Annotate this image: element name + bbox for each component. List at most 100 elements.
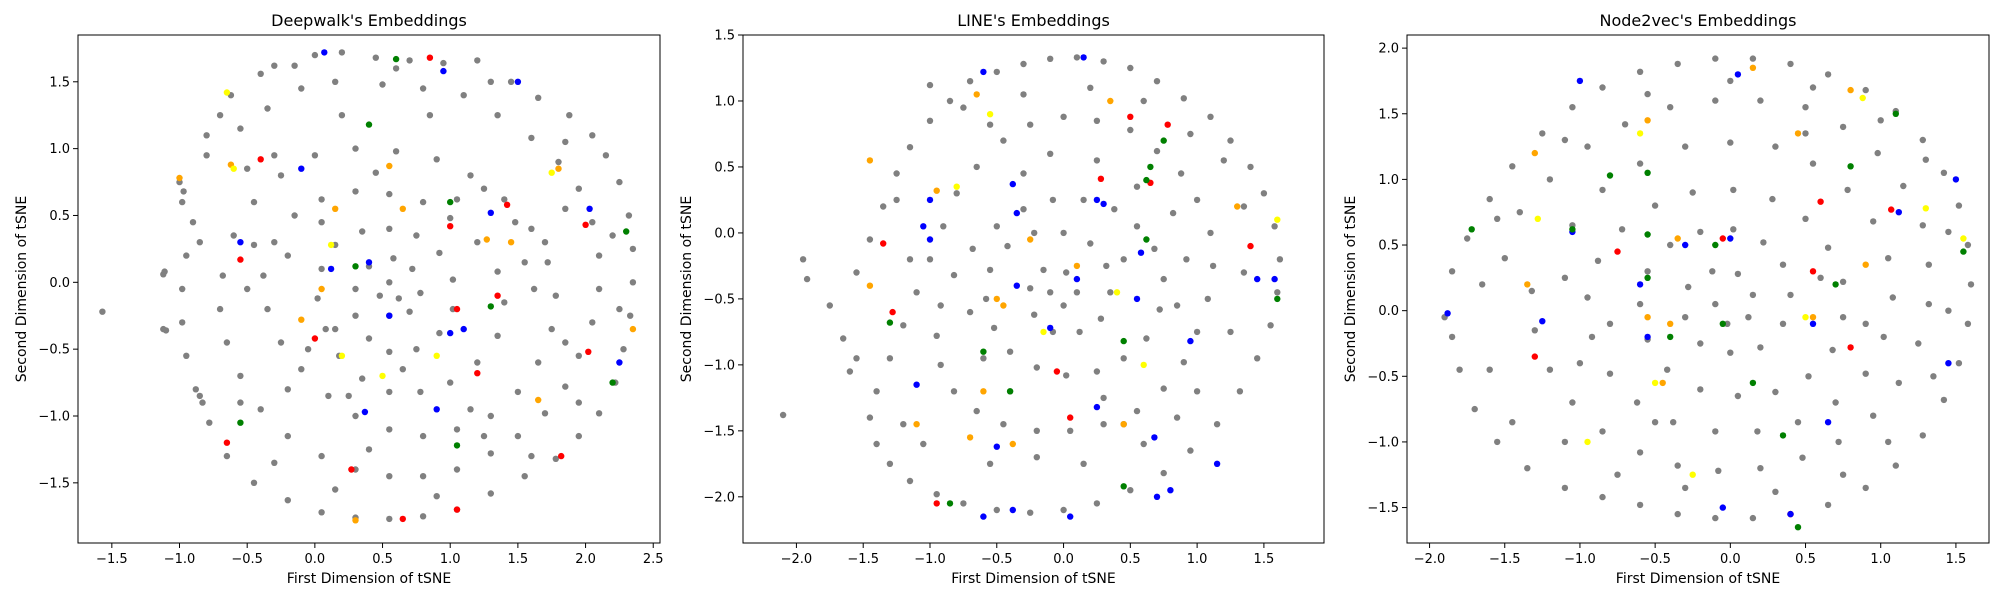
data-point-gray: [487, 490, 494, 497]
data-point-gray: [1127, 487, 1134, 494]
data-point-gray: [406, 57, 413, 64]
data-point-gray: [940, 223, 947, 230]
data-point-orange: [386, 162, 393, 170]
data-point-gray: [521, 473, 528, 480]
data-point-gray: [447, 379, 454, 386]
data-point-gray: [419, 85, 427, 92]
data-point-gray: [1027, 509, 1034, 516]
data-point-gray: [1173, 414, 1181, 421]
data-point-gray: [1712, 300, 1719, 308]
data-point-gray: [390, 255, 397, 262]
data-point-gray: [1919, 222, 1927, 229]
data-point-gray: [386, 426, 393, 433]
data-point-gray: [1509, 419, 1516, 426]
data-point-gray: [332, 486, 339, 493]
data-point-gray: [1809, 160, 1817, 167]
data-point-yellow: [1040, 328, 1047, 336]
data-point-gray: [1880, 333, 1887, 341]
data-point-gray: [409, 265, 416, 273]
data-point-gray: [453, 466, 461, 473]
data-point-gray: [1561, 136, 1569, 144]
data-point-gray: [1020, 60, 1027, 68]
data-point-gray: [1724, 320, 1731, 327]
y-tick-label: −2.0: [703, 490, 735, 505]
data-point-gray: [291, 62, 298, 69]
data-point-red: [1847, 344, 1854, 351]
data-point-gray: [1839, 123, 1847, 131]
y-tick-label: −1.5: [38, 476, 70, 491]
data-point-gray: [986, 121, 994, 128]
data-point-gray: [900, 322, 907, 329]
data-point-blue: [1213, 460, 1221, 467]
data-point-gray: [1274, 289, 1281, 296]
data-point-gray: [873, 440, 880, 448]
data-point-red: [311, 335, 319, 342]
data-point-gray: [913, 289, 920, 296]
data-point-gray: [480, 185, 488, 192]
data-point-gray: [179, 319, 186, 326]
data-point-yellow: [953, 183, 960, 190]
data-point-gray: [1787, 291, 1794, 299]
data-point-gray: [449, 276, 457, 283]
data-point-gray: [1599, 493, 1606, 501]
data-point-gray: [419, 432, 427, 440]
x-tick-label: 2.0: [575, 552, 596, 567]
data-point-blue: [386, 312, 393, 319]
data-point-gray: [1594, 257, 1602, 264]
data-point-gray: [1967, 281, 1975, 288]
y-tick-label: −1.5: [703, 424, 735, 439]
y-axis-label: Second Dimension of tSNE: [14, 196, 30, 382]
data-point-orange: [993, 295, 1000, 303]
data-point-red: [453, 506, 461, 513]
data-point-gray: [562, 339, 569, 346]
data-point-orange: [1862, 261, 1869, 268]
data-point-blue: [1682, 241, 1689, 249]
data-point-gray: [494, 332, 501, 339]
data-point-blue: [1824, 419, 1832, 426]
data-point-gray: [1240, 269, 1248, 276]
data-point-gray: [1076, 328, 1083, 336]
scatter-points: [1441, 55, 1975, 531]
data-point-gray: [1220, 157, 1228, 164]
data-point-gray: [541, 239, 549, 246]
data-point-gray: [880, 203, 887, 210]
data-point-gray: [318, 452, 325, 460]
data-point-gray: [1651, 419, 1659, 426]
scatter-points: [99, 49, 637, 524]
data-point-gray: [1712, 97, 1719, 104]
data-point-blue: [1100, 200, 1107, 208]
data-point-gray: [595, 285, 603, 293]
chart-title: Node2vec's Embeddings: [1600, 11, 1797, 30]
data-point-gray: [284, 497, 291, 504]
data-point-orange: [966, 434, 974, 441]
data-point-gray: [1651, 202, 1659, 209]
data-point-red: [933, 500, 940, 507]
data-point-blue: [1895, 209, 1903, 216]
data-point-gray: [395, 295, 402, 302]
data-point-blue: [1719, 504, 1727, 511]
data-point-gray: [1839, 278, 1847, 285]
data-point-gray: [1569, 399, 1576, 406]
data-point-gray: [575, 432, 582, 440]
y-tick-label: 1.5: [714, 29, 735, 44]
x-tick-label: 1.0: [1870, 552, 1891, 567]
data-point-gray: [1757, 465, 1764, 472]
data-point-red: [257, 156, 264, 163]
data-point-gray: [1870, 218, 1877, 225]
data-point-orange: [535, 396, 542, 404]
data-point-gray: [264, 105, 271, 112]
data-point-green: [1794, 524, 1802, 531]
data-point-gray: [893, 196, 900, 204]
data-point-green: [1892, 110, 1900, 118]
data-point-gray: [575, 185, 582, 192]
data-point-green: [1749, 379, 1757, 387]
data-point-gray: [1757, 344, 1764, 351]
data-point-gray: [1674, 60, 1681, 68]
data-point-gray: [1689, 189, 1696, 196]
data-point-yellow: [1140, 361, 1147, 369]
data-point-orange: [1644, 117, 1651, 124]
data-point-gray: [1276, 256, 1284, 263]
data-point-orange: [1000, 302, 1007, 309]
data-point-gray: [1584, 294, 1591, 301]
data-point-gray: [602, 152, 610, 159]
